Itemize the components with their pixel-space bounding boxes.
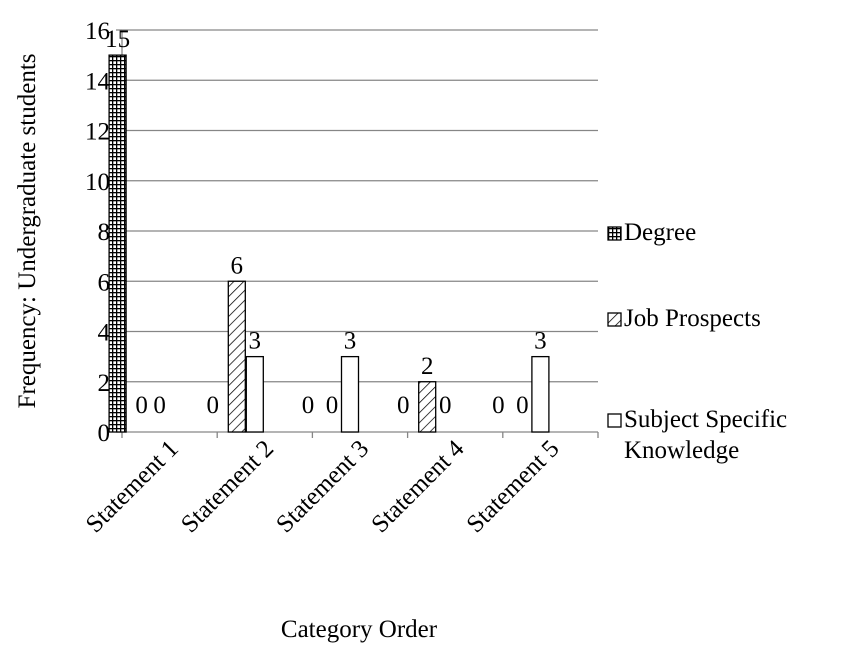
x-tick-label: Statement 4 [366, 435, 469, 538]
data-label: 0 [439, 392, 452, 419]
bar [340, 355, 360, 433]
legend-label: Subject Specific [624, 406, 787, 433]
data-label: 0 [397, 392, 410, 419]
y-tick-label: 6 [98, 269, 111, 296]
x-tick-label: Statement 1 [81, 435, 184, 538]
data-label: 6 [231, 252, 244, 279]
data-label: 3 [249, 328, 262, 355]
y-tick-label: 0 [98, 420, 111, 447]
bar [227, 280, 246, 433]
data-label: 3 [534, 328, 547, 355]
legend-swatch [607, 226, 622, 241]
y-tick-label: 12 [85, 119, 110, 146]
legend-label: Degree [624, 219, 696, 246]
data-label: 0 [153, 392, 166, 419]
bars [108, 54, 550, 433]
data-label: 0 [492, 392, 505, 419]
legend-label: Job Prospects [624, 305, 761, 332]
y-tick-label: 14 [85, 68, 111, 95]
bar [531, 355, 550, 433]
legend-swatch [607, 312, 622, 327]
y-tick-label: 4 [98, 320, 111, 347]
y-tick-label: 10 [85, 169, 110, 196]
y-tick-label: 2 [98, 370, 111, 397]
data-label: 0 [302, 392, 315, 419]
y-axis-title: Frequency: Undergraduate students [14, 54, 41, 409]
x-tick-label: Statement 2 [176, 435, 279, 538]
x-tick-label: Statement 3 [271, 435, 374, 538]
y-tick-label: 16 [85, 18, 110, 45]
data-label: 15 [105, 26, 130, 53]
data-label: 0 [135, 392, 148, 419]
legend-swatch [607, 413, 622, 428]
bar [245, 355, 264, 433]
x-axis-title: Category Order [281, 616, 438, 643]
legend: Degree Job Prospects Subject Specific Knowl… [607, 219, 787, 464]
legend-label: Knowledge [624, 437, 739, 464]
gridlines [122, 29, 598, 383]
y-tick-label: 8 [98, 219, 111, 246]
x-tick-label: Statement 5 [462, 435, 565, 538]
data-label: 2 [421, 353, 434, 380]
bar [418, 381, 437, 433]
data-label: 3 [344, 328, 357, 355]
data-label: 0 [516, 392, 529, 419]
data-label: 0 [326, 392, 339, 419]
data-label: 0 [207, 392, 220, 419]
bar [108, 54, 127, 433]
